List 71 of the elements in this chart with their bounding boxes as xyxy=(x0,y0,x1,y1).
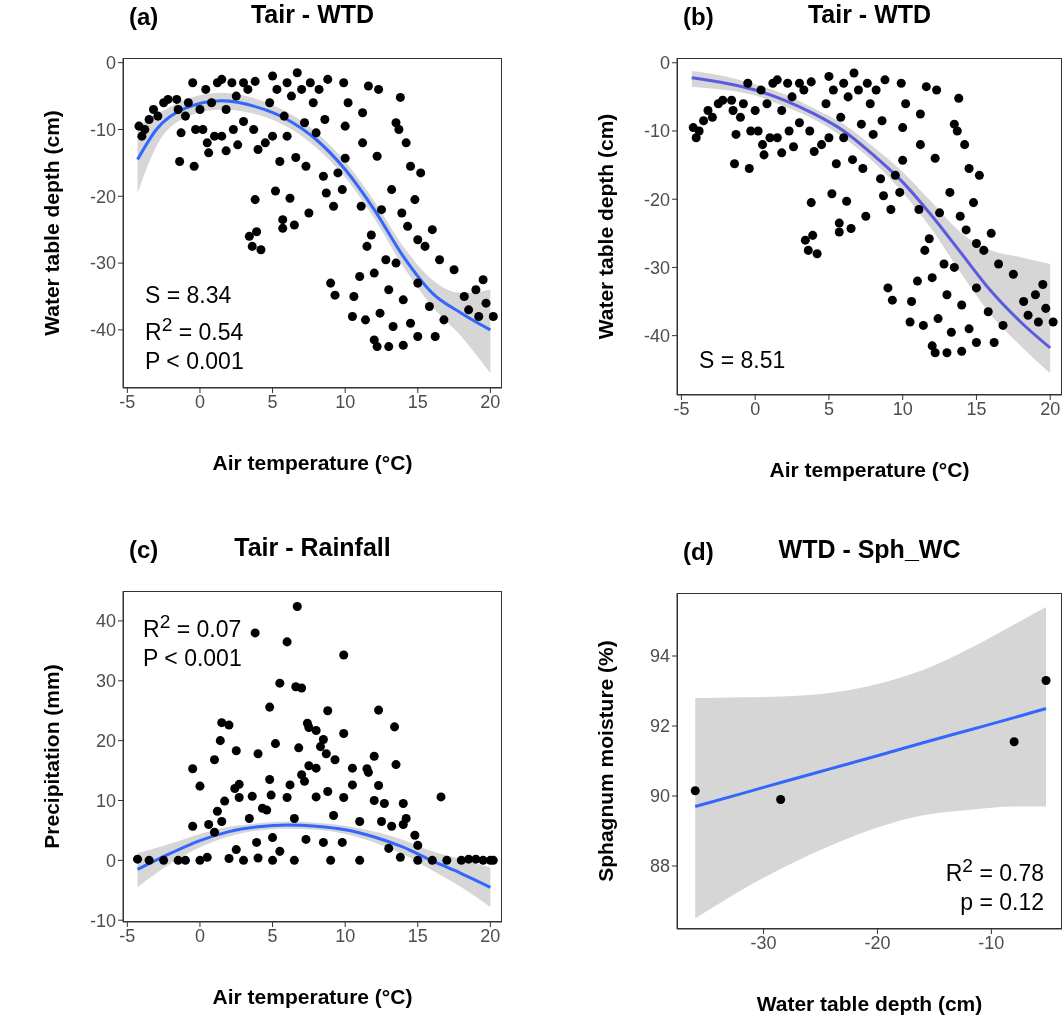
line-series xyxy=(136,823,492,889)
point xyxy=(1041,675,1051,686)
text: (c) xyxy=(129,536,159,564)
x-tick-label: 20 xyxy=(480,925,501,946)
y-tick-label: 92 xyxy=(649,716,670,737)
point xyxy=(690,786,700,796)
y-tick-label: -30 xyxy=(89,253,116,274)
y-tick-label: -20 xyxy=(89,186,116,207)
x-tick-label: 5 xyxy=(823,398,834,419)
x-tick-label: 10 xyxy=(892,398,913,419)
y-tick-label: -40 xyxy=(89,320,116,341)
y-tick-label: 0 xyxy=(659,53,670,74)
y-tick-label: -10 xyxy=(643,121,670,142)
x-tick-label: 15 xyxy=(407,391,428,412)
annotation: R$^{2}$ = 0.54 xyxy=(145,313,244,347)
x-tick-label: -5 xyxy=(119,925,136,946)
annotation: P < 0.001 xyxy=(145,346,244,376)
point xyxy=(1009,737,1019,747)
annotation: S = 8.51 xyxy=(699,346,786,375)
y-tick-label: -20 xyxy=(643,189,670,210)
annotation: R$^{2}$ = 0.07 xyxy=(143,610,242,644)
y-tick-label: -10 xyxy=(89,119,116,140)
y-axis-title: Water table depth (cm) xyxy=(40,110,64,336)
text: (a) xyxy=(129,3,159,31)
y-axis-title: Sphagnum moisture (%) xyxy=(594,640,618,882)
y-axis-title: Precipitation (mm) xyxy=(40,664,64,849)
y-tick-label: 40 xyxy=(95,611,116,632)
y-tick-label: 20 xyxy=(95,731,116,752)
x-tick-label: -5 xyxy=(119,391,136,412)
x-tick-label: 5 xyxy=(267,925,278,946)
text: (d) xyxy=(683,538,714,566)
y-axis-title: Water table depth (cm) xyxy=(594,113,618,340)
chart-title: Tair - WTD xyxy=(250,0,375,28)
y-tick-label: -40 xyxy=(643,326,670,347)
x-tick-label: 10 xyxy=(335,391,356,412)
x-tick-label: 0 xyxy=(194,925,205,946)
x-axis-title: Air temperature (°C) xyxy=(212,451,413,474)
annotation: P < 0.001 xyxy=(143,643,242,673)
point xyxy=(776,794,786,805)
annotation: R$^{2}$ = 0.78 xyxy=(944,854,1044,888)
x-axis-title: Air temperature (°C) xyxy=(769,458,970,481)
x-tick-label: 5 xyxy=(267,391,278,412)
x-tick-label: 0 xyxy=(194,391,205,412)
x-tick-label: 20 xyxy=(1040,398,1061,419)
x-tick-label: -5 xyxy=(673,398,690,419)
annotation: S = 8.34 xyxy=(145,281,233,310)
y-tick-label: -10 xyxy=(89,910,116,931)
text: (b) xyxy=(683,3,714,31)
y-tick-label: 94 xyxy=(649,646,670,667)
x-tick-label: 20 xyxy=(480,391,501,412)
y-tick-label: 0 xyxy=(105,850,116,871)
y-tick-label: 90 xyxy=(649,786,670,807)
line-series xyxy=(693,707,1048,808)
y-tick-label: 10 xyxy=(95,790,116,811)
y-tick-label: 0 xyxy=(105,53,116,74)
x-axis-title: Water table depth (cm) xyxy=(756,992,983,1015)
x-tick-label: 0 xyxy=(750,398,761,419)
y-tick-label: 30 xyxy=(95,671,116,692)
x-axis-title: Air temperature (°C) xyxy=(212,985,413,1008)
x-tick-label: -20 xyxy=(864,932,891,953)
y-tick-label: 88 xyxy=(649,856,670,877)
x-tick-label: -10 xyxy=(978,932,1005,953)
chart-title: Tair - Rainfall xyxy=(234,533,391,561)
y-tick-label: -30 xyxy=(643,257,670,278)
x-tick-label: -30 xyxy=(750,932,777,953)
x-tick-label: 15 xyxy=(966,398,987,419)
annotation: p = 0.12 xyxy=(959,887,1044,917)
chart-title: Tair - WTD xyxy=(807,0,932,28)
x-tick-label: 10 xyxy=(335,925,356,946)
chart-title: WTD - Sph_WC xyxy=(778,535,961,563)
x-tick-label: 15 xyxy=(407,925,428,946)
